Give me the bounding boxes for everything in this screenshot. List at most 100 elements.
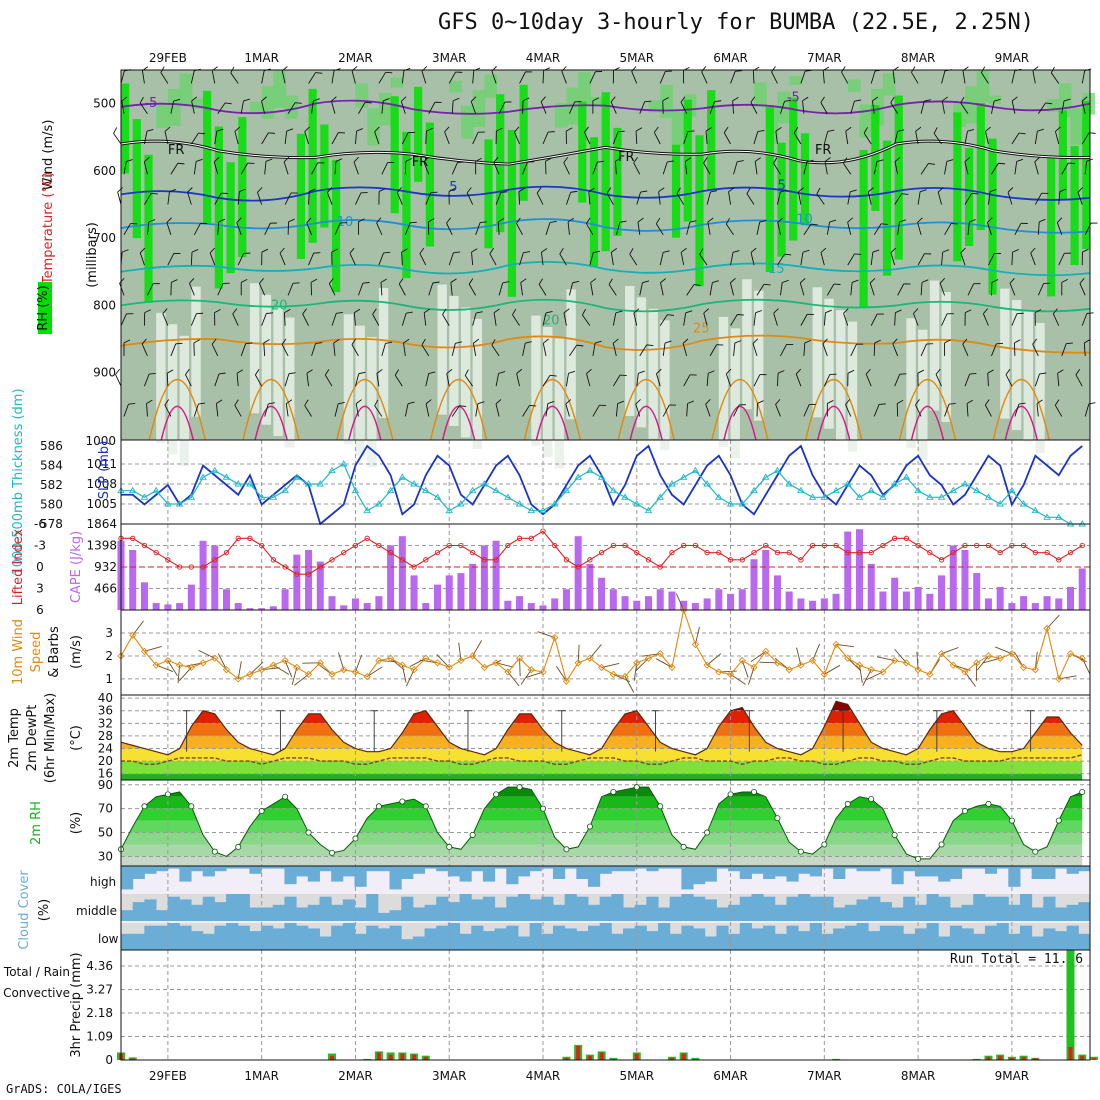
cape-bar-69 xyxy=(926,593,934,610)
wind-barb-flag xyxy=(568,370,576,374)
wind10-barb-staff xyxy=(144,645,162,652)
bottom-date-0: 29FEB xyxy=(149,1069,187,1083)
rh-marker-28 xyxy=(446,843,453,850)
wind-barb-staff xyxy=(565,403,570,417)
cape-bar-25 xyxy=(410,575,418,610)
wind-barb-flag xyxy=(865,368,871,375)
wind-barb xyxy=(944,403,956,417)
wind-barb-flag xyxy=(550,374,557,377)
cloud-bar-middle-39 xyxy=(576,896,589,921)
wind-barb-flag xyxy=(268,132,276,134)
wind-barb xyxy=(302,308,309,326)
bottom-date-4: 4MAR xyxy=(526,1069,561,1083)
wind-barb-staff xyxy=(662,161,668,175)
wind-barb-staff xyxy=(1011,252,1014,266)
wind-barb-staff xyxy=(565,373,569,387)
li-marker-56 xyxy=(774,550,781,556)
wind-barb xyxy=(795,368,802,387)
wind-barb-flag xyxy=(351,338,357,345)
cloud-bar-high-11 xyxy=(249,866,262,874)
wind-barb xyxy=(425,127,433,145)
cloud-bar-low-78 xyxy=(1031,936,1044,950)
wind-barb xyxy=(823,129,835,145)
wind-barb-flag xyxy=(667,314,675,316)
cloud-bar-low-13 xyxy=(272,928,285,950)
wind-barb xyxy=(310,278,318,296)
wind-barb-flag xyxy=(446,217,451,224)
wind-barb xyxy=(753,374,767,387)
wind-barb xyxy=(612,338,619,357)
wind10-barb-staff xyxy=(635,657,649,672)
wind-barb xyxy=(873,223,888,236)
wind-barb-staff xyxy=(120,70,125,84)
temp-label-d: (°C) xyxy=(69,725,84,751)
wind-barb-staff xyxy=(920,163,929,175)
wind-barb-flag xyxy=(500,191,508,193)
conv-bar-78 xyxy=(1033,1058,1038,1060)
wind-barb-staff xyxy=(797,191,802,205)
wind-barb-staff xyxy=(522,343,526,357)
slp-marker-33 xyxy=(504,493,512,500)
wind-barb-staff xyxy=(725,223,734,236)
wind-barb-staff xyxy=(1058,253,1065,266)
wind-barb-flag xyxy=(470,96,477,102)
wind-barb xyxy=(680,96,688,114)
wind-barb-flag xyxy=(306,369,313,374)
wind-barb-staff xyxy=(843,313,849,326)
wind-barb-staff xyxy=(709,282,713,296)
wind10-barb-staff xyxy=(589,644,602,659)
cape-tick-1398: 1398 xyxy=(86,539,117,553)
wind-barb-flag xyxy=(489,247,494,254)
slp-marker-50 xyxy=(703,480,711,487)
wind-barb-flag xyxy=(962,338,968,345)
wind10-barb-staff xyxy=(655,658,673,668)
wind-barb-staff xyxy=(608,284,617,296)
wind-barb-staff xyxy=(637,221,641,235)
cloud-bar-middle-46 xyxy=(658,907,671,921)
wind-barb-staff xyxy=(753,312,757,326)
wind-barb-flag xyxy=(705,399,711,405)
wind-barb-flag xyxy=(619,220,627,223)
li-marker-26 xyxy=(423,557,429,563)
wind-barb-flag xyxy=(944,339,951,344)
cloud-bar-high-76 xyxy=(1008,866,1021,887)
wind-barb xyxy=(730,314,744,326)
wind-barb-flag xyxy=(146,129,154,132)
rh-band-dark xyxy=(871,104,880,211)
wind-barb-flag xyxy=(822,338,828,345)
wind-barb-staff xyxy=(498,282,504,296)
temp-contour-30 xyxy=(242,378,300,441)
wind-barb-flag xyxy=(317,162,325,164)
wind-barb-staff xyxy=(662,404,670,417)
wind10-barb-staff xyxy=(866,671,884,681)
temp-tick-20: 20 xyxy=(98,754,113,768)
wind-barb-flag xyxy=(527,161,535,163)
wind-barb-staff xyxy=(843,163,852,175)
rh-marker-32 xyxy=(493,791,500,798)
wind-barb xyxy=(845,126,852,145)
cape-bar-55 xyxy=(762,550,770,610)
wind-barb-flag xyxy=(374,126,380,133)
wind-barb xyxy=(519,71,533,84)
wind-barb xyxy=(425,399,432,417)
wind-barb-flag xyxy=(948,403,956,405)
li-marker-4 xyxy=(165,557,171,563)
wind-barb xyxy=(894,373,907,387)
li-marker-16 xyxy=(305,571,312,577)
cape-bar-49 xyxy=(691,603,699,610)
wind-barb-flag xyxy=(457,161,465,163)
li-marker-54 xyxy=(751,550,757,556)
wind-barb-staff xyxy=(358,282,364,296)
cloud-bar-high-37 xyxy=(552,866,566,879)
cloud-bar-low-2 xyxy=(144,925,157,950)
wind-barb-staff xyxy=(684,161,688,175)
wind-barb-staff xyxy=(489,253,497,266)
wind-barb-flag xyxy=(757,130,765,133)
wind-barb xyxy=(941,96,948,114)
wind-barb xyxy=(214,128,224,145)
wind-marker-7 xyxy=(199,659,207,667)
wind-barb-flag xyxy=(868,187,874,193)
slp-axis-label: SLP (mb) xyxy=(97,441,112,500)
wind-barb-flag xyxy=(364,102,372,104)
rh-band-mid xyxy=(460,105,474,139)
